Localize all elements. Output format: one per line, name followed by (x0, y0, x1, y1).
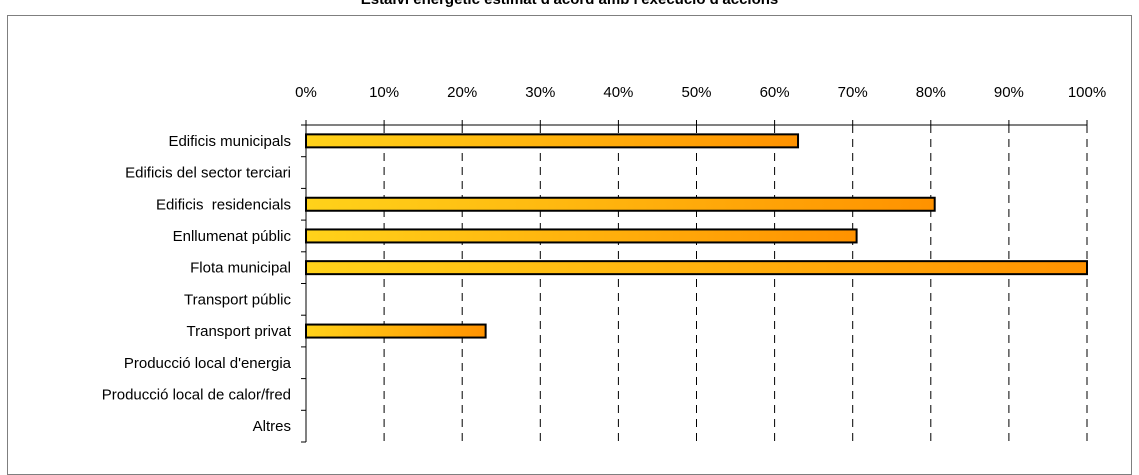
chart-title: Estalvi energètic estimat d'acord amb l'… (0, 0, 1139, 8)
grid-lines (383, 125, 1088, 442)
x-tick-label: 80% (916, 84, 946, 101)
category-label: Producció local d'energia (124, 355, 292, 372)
axes (301, 120, 1088, 443)
x-tick-label: 30% (525, 84, 555, 101)
bar (305, 260, 1088, 276)
x-tick-label: 90% (994, 84, 1024, 101)
x-tick-label: 50% (681, 84, 711, 101)
category-label: Edificis municipals (168, 133, 291, 150)
bar (305, 196, 936, 212)
category-label: Altres (253, 418, 291, 435)
category-label: Flota municipal (190, 260, 291, 277)
category-labels: Edificis municipals Edificis del sector t… (102, 133, 292, 435)
bar (305, 228, 858, 244)
bar (305, 323, 487, 339)
category-label: Edificis del sector terciari (125, 165, 291, 182)
x-tick-label: 60% (760, 84, 790, 101)
category-label: Producció local de calor/fred (102, 386, 291, 403)
bars (305, 133, 1088, 339)
x-tick-label: 20% (447, 84, 477, 101)
category-label: Edificis residencials (156, 196, 291, 213)
x-tick-label: 10% (369, 84, 399, 101)
x-tick-label: 70% (838, 84, 868, 101)
bar (305, 133, 800, 149)
category-label: Enllumenat públic (173, 228, 292, 245)
x-tick-label: 100% (1068, 84, 1106, 101)
x-tick-labels: 0% 10% 20% 30% 40% 50% 60% 70% 80% 90% 100% (295, 84, 1106, 101)
category-label: Transport públic (184, 291, 291, 308)
x-tick-label: 40% (603, 84, 633, 101)
category-label: Transport privat (187, 323, 292, 340)
x-tick-label: 0% (295, 84, 317, 101)
